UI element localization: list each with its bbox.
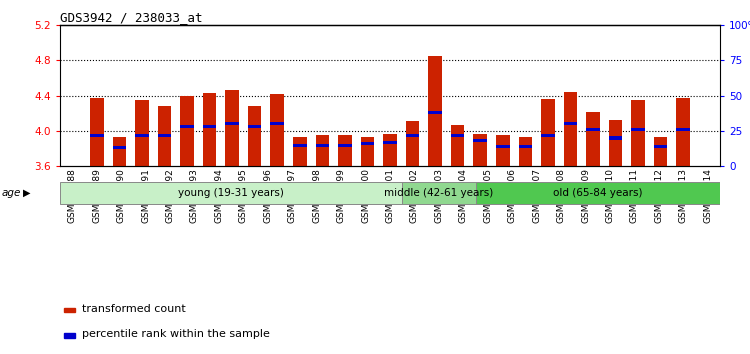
Bar	[586, 128, 600, 131]
Text: GSM813005: GSM813005	[483, 168, 492, 223]
Bar	[248, 106, 262, 166]
Bar	[248, 125, 262, 128]
Bar	[542, 99, 555, 166]
Bar	[180, 96, 194, 166]
Text: GSM813008: GSM813008	[556, 168, 566, 223]
Text: ▶: ▶	[22, 188, 30, 198]
Text: GSM813006: GSM813006	[508, 168, 517, 223]
Text: GSM813004: GSM813004	[459, 168, 468, 223]
Text: GSM812995: GSM812995	[238, 168, 248, 223]
Bar	[64, 333, 75, 338]
Text: GSM812989: GSM812989	[92, 168, 101, 223]
Bar	[609, 136, 622, 139]
Text: percentile rank within the sample: percentile rank within the sample	[82, 329, 270, 339]
Text: young (19-31 years): young (19-31 years)	[178, 188, 284, 198]
Text: middle (42-61 years): middle (42-61 years)	[384, 188, 494, 198]
Bar	[496, 135, 509, 166]
Bar	[473, 139, 487, 142]
Text: old (65-84 years): old (65-84 years)	[553, 188, 643, 198]
Bar	[225, 122, 238, 125]
Bar	[338, 143, 352, 147]
Text: GSM812991: GSM812991	[141, 168, 150, 223]
Text: GSM813011: GSM813011	[630, 168, 639, 223]
Bar	[632, 128, 645, 131]
Bar	[564, 122, 578, 125]
Bar	[402, 182, 476, 204]
Bar	[496, 145, 509, 148]
Bar	[112, 137, 126, 166]
Text: GSM813013: GSM813013	[679, 168, 688, 223]
Bar	[225, 90, 238, 166]
Bar	[542, 133, 555, 137]
Text: GSM813002: GSM813002	[410, 168, 419, 223]
Bar	[654, 145, 668, 148]
Bar	[676, 128, 690, 131]
Bar	[158, 133, 171, 137]
Text: GSM812988: GSM812988	[68, 168, 76, 223]
Text: GSM813010: GSM813010	[605, 168, 614, 223]
Bar	[564, 92, 578, 166]
Bar	[90, 133, 104, 137]
Bar	[316, 135, 329, 166]
Bar	[135, 100, 148, 166]
Text: GSM812992: GSM812992	[166, 168, 175, 223]
Bar	[476, 182, 720, 204]
Bar	[202, 125, 216, 128]
Bar	[293, 143, 307, 147]
Bar	[654, 137, 668, 166]
Bar	[60, 182, 402, 204]
Bar	[361, 137, 374, 166]
Text: GSM813000: GSM813000	[361, 168, 370, 223]
Bar	[338, 135, 352, 166]
Bar	[383, 141, 397, 144]
Text: GSM812998: GSM812998	[312, 168, 321, 223]
Bar	[632, 100, 645, 166]
Text: GSM813009: GSM813009	[581, 168, 590, 223]
Text: GSM812997: GSM812997	[288, 168, 297, 223]
Bar	[202, 93, 216, 166]
Text: GSM812994: GSM812994	[214, 168, 223, 223]
Bar	[271, 122, 284, 125]
Bar	[406, 121, 419, 166]
Bar	[293, 137, 307, 166]
Text: GSM812999: GSM812999	[337, 168, 346, 223]
Bar	[406, 133, 419, 137]
Bar	[451, 125, 464, 166]
Text: GSM813014: GSM813014	[704, 168, 712, 223]
Text: GSM812993: GSM812993	[190, 168, 199, 223]
Text: GSM813001: GSM813001	[386, 168, 394, 223]
Text: GSM813007: GSM813007	[532, 168, 542, 223]
Bar	[158, 106, 171, 166]
Bar	[316, 143, 329, 147]
Bar	[609, 120, 622, 166]
Bar	[135, 133, 148, 137]
Text: GSM813003: GSM813003	[434, 168, 443, 223]
Bar	[112, 146, 126, 149]
Bar	[428, 111, 442, 114]
Bar	[473, 133, 487, 166]
Bar	[361, 142, 374, 145]
Text: GDS3942 / 238033_at: GDS3942 / 238033_at	[60, 11, 202, 24]
Bar	[90, 98, 104, 166]
Bar	[586, 112, 600, 166]
Bar	[428, 56, 442, 166]
Bar	[518, 145, 532, 148]
Bar	[64, 308, 75, 312]
Bar	[676, 98, 690, 166]
Bar	[180, 125, 194, 128]
Text: GSM812990: GSM812990	[116, 168, 125, 223]
Text: transformed count: transformed count	[82, 304, 186, 314]
Bar	[451, 133, 464, 137]
Text: GSM812996: GSM812996	[263, 168, 272, 223]
Text: age: age	[2, 188, 21, 198]
Bar	[271, 94, 284, 166]
Bar	[383, 133, 397, 166]
Bar	[518, 137, 532, 166]
Text: GSM813012: GSM813012	[655, 168, 664, 223]
